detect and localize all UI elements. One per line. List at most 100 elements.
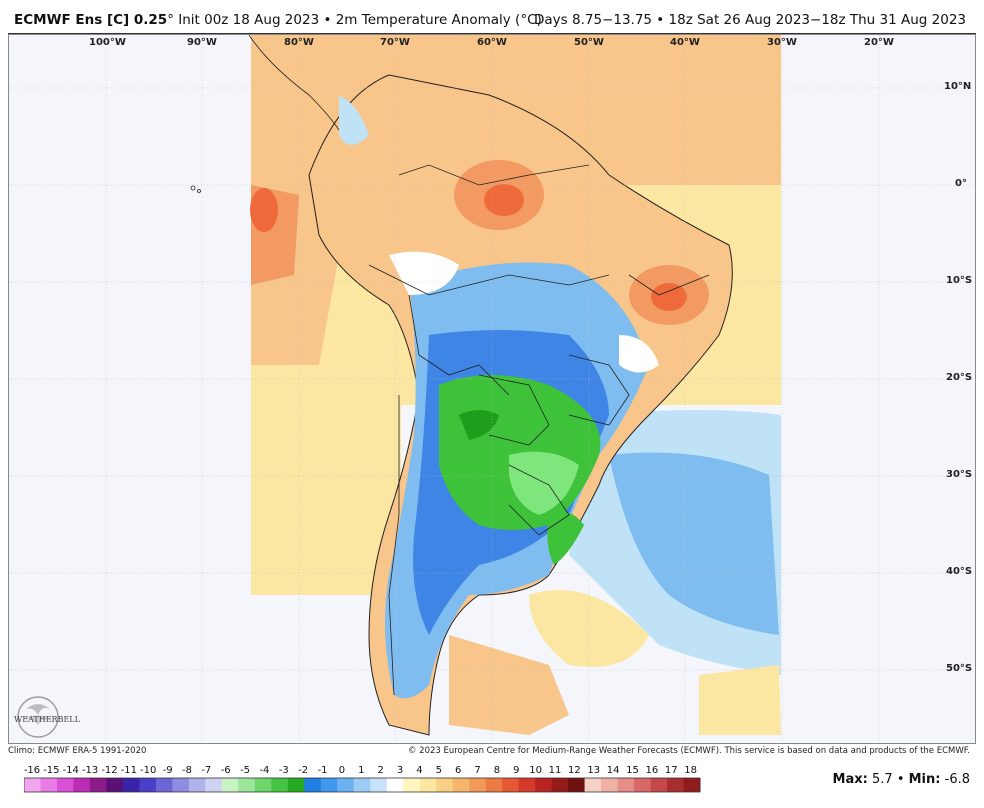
green-light-core <box>509 451 579 515</box>
colorbar-swatch <box>254 778 272 792</box>
colorbar-swatch <box>271 778 289 792</box>
border-northern <box>398 164 590 186</box>
country-borders <box>368 164 710 696</box>
colorbar-swatch <box>683 778 701 792</box>
colorbar-swatch <box>551 778 569 792</box>
colorbar-tick-label: -9 <box>162 765 173 776</box>
lat-label-30s: 30°S <box>946 469 973 480</box>
border-brazil-ne <box>628 274 710 296</box>
colorbar-tick-label: -15 <box>43 765 60 776</box>
colorbar-swatches <box>24 777 701 793</box>
colorbar-tick-label: 2 <box>377 765 384 776</box>
lon-label-20w: 20°W <box>864 37 894 48</box>
colorbar-tick-label: 7 <box>474 765 481 776</box>
lat-label-50s: 50°S <box>946 663 973 674</box>
stats: Max: 5.7 • Min: -6.8 <box>833 772 970 787</box>
colorbar-tick-label: 14 <box>606 765 620 776</box>
colorbar-tick-label: -1 <box>317 765 328 776</box>
lat-label-40s: 40°S <box>946 566 973 577</box>
colorbar-swatch <box>73 778 91 792</box>
colorbar-tick-label: -11 <box>120 765 138 776</box>
lon-label-50w: 50°W <box>574 37 604 48</box>
colorbar-swatch <box>667 778 685 792</box>
lon-label-30w: 30°W <box>767 37 797 48</box>
colorbar-swatch <box>568 778 586 792</box>
colorbar-tick-label: -4 <box>259 765 270 776</box>
header: ECMWF Ens [C] 0.25° Init 00z 18 Aug 2023… <box>0 0 984 34</box>
colorbar-swatch <box>139 778 157 792</box>
colorbar-swatch <box>419 778 437 792</box>
neutral-patch-east <box>619 335 659 373</box>
colorbar-swatch <box>337 778 355 792</box>
colorbar-tick-label: 4 <box>416 765 423 776</box>
colorbar-tick-label: 16 <box>645 765 659 776</box>
colorbar-tick-label: -5 <box>240 765 251 776</box>
colorbar-swatch <box>287 778 305 792</box>
lat-label-20s: 20°S <box>946 372 973 383</box>
colorbar-tick-label: 3 <box>396 765 404 776</box>
colorbar-swatch <box>122 778 140 792</box>
variable-name: 2m Temperature Anomaly (°C) <box>335 12 542 28</box>
lon-label-70w: 70°W <box>380 37 410 48</box>
border-brazil-north <box>368 264 610 296</box>
map-panel: 100°W 90°W 80°W 70°W 60°W 50°W 40°W 30°W… <box>8 34 976 744</box>
border-bolivia <box>408 294 510 396</box>
warm-pacific-max <box>250 188 278 232</box>
lat-label-10n: 10°N <box>944 81 972 92</box>
degree-mark: ° <box>167 12 174 28</box>
colorbar-swatch <box>617 778 635 792</box>
copyright-note: © 2023 European Centre for Medium-Range … <box>407 746 970 756</box>
colorbar-tick-label: 13 <box>587 765 601 776</box>
colorbar-swatch <box>370 778 388 792</box>
border-uruguay-argentina <box>508 464 570 536</box>
colorbar-swatch <box>452 778 470 792</box>
max-value: 5.7 <box>871 772 893 787</box>
green-dark-core <box>459 410 499 440</box>
colorbar-tick-label: 0 <box>338 765 346 776</box>
colorbar-tick-label: -12 <box>101 765 118 776</box>
central-america-coast <box>248 35 340 131</box>
cool-atlantic-mid <box>609 452 779 635</box>
andes-north-cool <box>339 95 369 145</box>
colorbar-swatch <box>238 778 256 792</box>
colorbar-swatch <box>304 778 322 792</box>
continent <box>308 74 733 736</box>
colorbar-swatch <box>436 778 454 792</box>
stats-separator: • <box>896 772 905 787</box>
colorbar-swatch <box>386 778 404 792</box>
colorbar-tick-label: -3 <box>278 765 289 776</box>
colorbar-swatch <box>601 778 619 792</box>
colorbar-tick-label: -14 <box>62 765 79 776</box>
colorbar-swatch <box>353 778 371 792</box>
border-chile-argentina <box>388 395 400 696</box>
colorbar-tick-label: -10 <box>140 765 157 776</box>
colorbar-tick-label: -7 <box>201 765 212 776</box>
lon-label-90w: 90°W <box>187 37 217 48</box>
colorbar-swatch <box>24 778 41 792</box>
logo-text: WEATHERBELL <box>14 715 81 724</box>
galapagos-island-small <box>197 189 201 193</box>
model-name: ECMWF Ens [C] 0.25 <box>14 12 168 28</box>
warm-patagonia-shelf <box>449 635 569 735</box>
colorbar-tick-label: 6 <box>454 765 462 776</box>
lat-label-0: 0° <box>955 178 967 189</box>
lon-label-40w: 40°W <box>670 37 700 48</box>
min-label: Min: <box>908 772 941 787</box>
colorbar-tick-label: -8 <box>181 765 192 776</box>
graticule <box>9 35 975 743</box>
colorbar-swatch <box>403 778 421 792</box>
border-paraguay <box>478 374 550 446</box>
title-left: ECMWF Ens [C] 0.25° Init 00z 18 Aug 2023… <box>14 12 542 28</box>
colorbar-tick-label: 8 <box>493 765 501 776</box>
colorbar-swatch <box>205 778 223 792</box>
border-brazil-states <box>568 354 630 426</box>
colorbar-tick-label: 5 <box>435 765 442 776</box>
colorbar-tick-label: 9 <box>513 765 520 776</box>
galapagos-islands <box>190 185 196 191</box>
colorbar-swatch <box>172 778 190 792</box>
colorbar-border <box>24 777 701 793</box>
init-time: Init 00z 18 Aug 2023 <box>178 12 320 28</box>
colorbar-swatch <box>221 778 239 792</box>
colorbar-swatch <box>56 778 74 792</box>
bullet-separator: • <box>323 12 332 28</box>
